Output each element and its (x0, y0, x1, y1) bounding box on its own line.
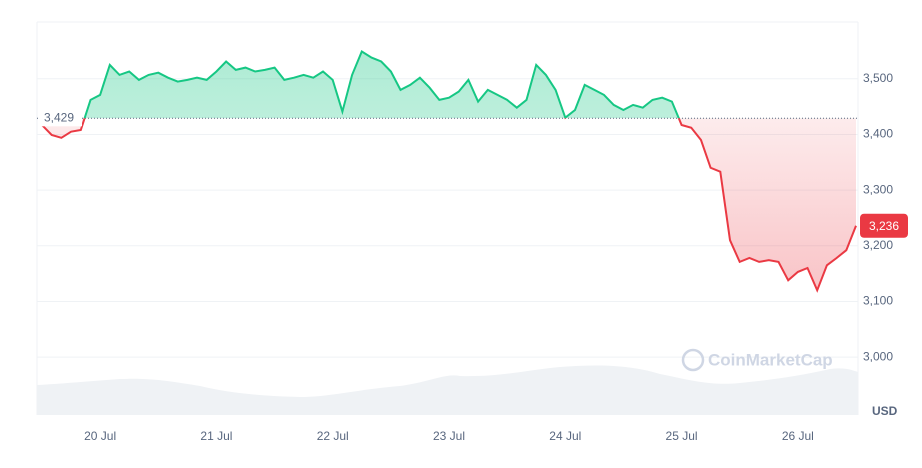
price-line-up (83, 50, 680, 119)
x-tick-label: 21 Jul (200, 429, 232, 443)
currency-label: USD (872, 404, 898, 418)
price-line-down (41, 118, 857, 293)
x-tick-label: 26 Jul (782, 429, 814, 443)
y-tick-label: 3,100 (863, 294, 893, 308)
y-tick-label: 3,000 (863, 349, 893, 363)
y-tick-label: 3,500 (863, 71, 893, 85)
x-tick-label: 24 Jul (549, 429, 581, 443)
baseline-label-bg (40, 110, 82, 127)
x-tick-label: 20 Jul (84, 429, 116, 443)
x-tick-label: 23 Jul (433, 429, 465, 443)
x-tick-label: 22 Jul (317, 429, 349, 443)
watermark: CoinMarketCap (681, 348, 833, 372)
price-badge-label: 3,236 (869, 219, 899, 233)
y-tick-label: 3,300 (863, 182, 893, 196)
x-tick-label: 25 Jul (666, 429, 698, 443)
y-tick-label: 3,200 (863, 238, 893, 252)
y-tick-label: 3,400 (863, 127, 893, 141)
watermark-text: CoinMarketCap (708, 350, 833, 369)
price-badge (860, 213, 908, 238)
volume-area (37, 365, 858, 415)
watermark-logo (681, 348, 705, 372)
baseline-label: 3,429 (44, 110, 74, 124)
area-down (42, 118, 856, 291)
